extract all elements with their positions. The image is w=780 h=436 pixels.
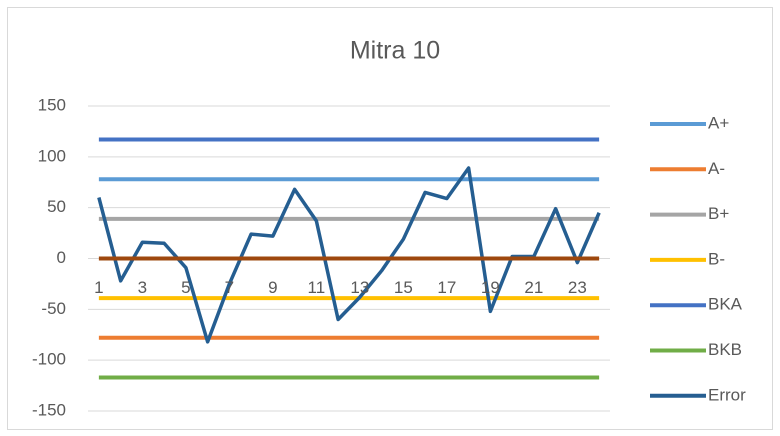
x-tick-label: 5 bbox=[181, 278, 190, 297]
x-tick-label: 17 bbox=[437, 278, 456, 297]
x-tick-label: 19 bbox=[481, 278, 500, 297]
y-tick-label: -50 bbox=[41, 299, 66, 318]
legend-label: BKB bbox=[708, 340, 742, 359]
x-tick-label: 3 bbox=[138, 278, 147, 297]
x-tick-label: 23 bbox=[568, 278, 587, 297]
x-tick-label: 7 bbox=[225, 278, 234, 297]
x-tick-label: 21 bbox=[524, 278, 543, 297]
legend-label: B+ bbox=[708, 204, 729, 223]
legend-label: A- bbox=[708, 159, 725, 178]
legend-label: A+ bbox=[708, 113, 729, 132]
x-tick-label: 1 bbox=[94, 278, 103, 297]
y-tick-label: -100 bbox=[32, 350, 66, 369]
x-tick-label: 9 bbox=[268, 278, 277, 297]
series-line bbox=[97, 166, 601, 344]
y-tick-label: 50 bbox=[47, 197, 66, 216]
legend-label: Error bbox=[708, 385, 746, 404]
x-tick-label: 11 bbox=[308, 278, 326, 297]
y-tick-label: 100 bbox=[38, 146, 66, 165]
y-tick-label: 0 bbox=[57, 248, 66, 267]
legend-label: B- bbox=[708, 249, 725, 268]
legend-label: BKA bbox=[708, 295, 743, 314]
y-tick-label: 150 bbox=[38, 95, 66, 114]
y-tick-label: -150 bbox=[32, 400, 66, 419]
x-tick-label: 15 bbox=[394, 278, 413, 297]
x-tick-label: 13 bbox=[350, 278, 369, 297]
chart-title: Mitra 10 bbox=[350, 37, 440, 65]
